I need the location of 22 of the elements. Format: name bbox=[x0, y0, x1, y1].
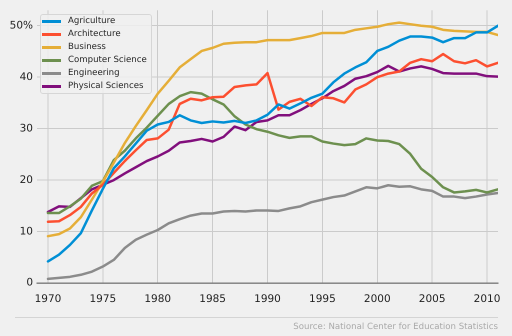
legend-label: Business bbox=[68, 41, 106, 54]
legend-label: Physical Sciences bbox=[68, 80, 144, 94]
x-tick-label: 2005 bbox=[418, 293, 446, 306]
x-tick-label: 2000 bbox=[364, 293, 391, 306]
x-tick-label: 1995 bbox=[309, 293, 336, 306]
x-tick-label: 1980 bbox=[144, 293, 172, 306]
legend-label: Engineering bbox=[68, 67, 120, 80]
y-tick-label: 30 bbox=[20, 122, 33, 134]
y-tick-label: 40 bbox=[20, 70, 33, 83]
x-tick-label: 2010 bbox=[474, 293, 500, 306]
legend-label: Computer Science bbox=[68, 54, 147, 68]
x-tick-label: 1975 bbox=[89, 293, 116, 306]
legend-label: Agriculture bbox=[68, 15, 116, 28]
x-tick-label: 1990 bbox=[254, 293, 281, 306]
y-tick-label: 20 bbox=[20, 174, 33, 186]
y-tick-label: 50% bbox=[10, 19, 34, 32]
y-tick-label: 10 bbox=[20, 225, 33, 238]
x-tick-label: 1985 bbox=[199, 293, 226, 306]
source-note: Source: National Center for Education Statistics bbox=[293, 322, 498, 333]
legend-label: Architecture bbox=[68, 28, 121, 42]
x-tick-label: 1970 bbox=[34, 293, 62, 306]
y-tick-label: 0 bbox=[26, 276, 33, 289]
